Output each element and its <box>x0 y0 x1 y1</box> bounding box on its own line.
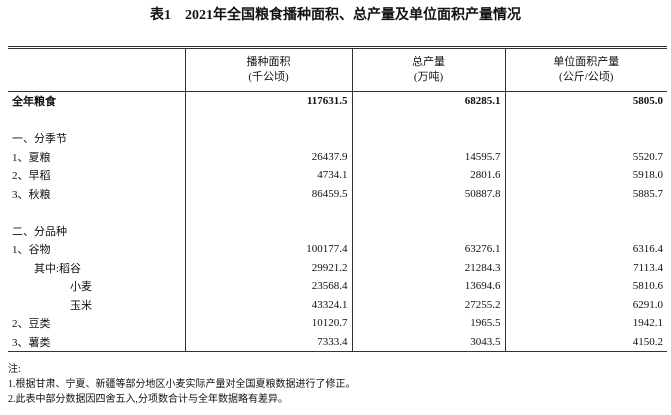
row-label: 一、分季节 <box>12 133 67 146</box>
header-unit: (万吨) <box>413 71 444 83</box>
cell <box>8 111 185 130</box>
cell: 13694.6 <box>351 277 505 296</box>
row-label: 小麦 <box>70 281 92 294</box>
header-unit: (千公顷) <box>248 71 289 83</box>
cell: 4734.1 <box>184 166 352 185</box>
header-row: 播种面积 (千公顷) 总产量 (万吨) 单位面积产量 (公斤/公顷) <box>8 47 667 92</box>
cell <box>184 110 352 129</box>
header-cell: 单位面积产量 (公斤/公顷) <box>504 47 667 92</box>
row: 1、夏粮 26437.9 14595.7 5520.7 <box>8 147 667 166</box>
header-text: 总产量 <box>412 56 445 68</box>
row-label: 1、谷物 <box>12 244 51 257</box>
cell: 3043.5 <box>351 332 505 352</box>
cell: 5810.6 <box>504 277 667 296</box>
table: 播种面积 (千公顷) 总产量 (万吨) 单位面积产量 (公斤/公顷) 全年粮食 1176… <box>8 46 667 352</box>
notes: 注: 1.根据甘肃、宁夏、新疆等部分地区小麦实际产量对全国夏粮数据进行了修正。 … <box>8 362 356 407</box>
row-label: 二、分品种 <box>12 225 67 238</box>
header-unit: (公斤/公顷) <box>559 71 614 83</box>
cell: 7333.4 <box>184 332 352 352</box>
cell: 2801.6 <box>351 166 505 185</box>
cell: 5805.0 <box>504 91 667 111</box>
cell: 27255.2 <box>351 295 505 314</box>
cell <box>351 110 505 129</box>
cell: 1965.5 <box>351 314 505 333</box>
header-text: 单位面积产量 <box>553 56 620 68</box>
cell: 7113.4 <box>504 258 667 277</box>
cell <box>351 203 505 222</box>
cell: 5885.7 <box>504 184 667 203</box>
row-label: 1、夏粮 <box>12 151 51 164</box>
row: 2、早稻 4734.1 2801.6 5918.0 <box>8 166 667 185</box>
row-label: 全年粮食 <box>12 96 56 109</box>
cell: 117631.5 <box>184 91 352 111</box>
row-label: 3、秋粮 <box>12 188 51 201</box>
spacer-row <box>8 110 667 130</box>
cell: 26437.9 <box>184 147 352 166</box>
row: 玉米 43324.1 27255.2 6291.0 <box>8 295 667 314</box>
cell: 6316.4 <box>504 240 667 259</box>
cell: 21284.3 <box>351 258 505 277</box>
row: 小麦 23568.4 13694.6 5810.6 <box>8 277 667 296</box>
cell: 4150.2 <box>504 332 667 352</box>
cell: 86459.5 <box>184 184 352 203</box>
note: 1.根据甘肃、宁夏、新疆等部分地区小麦实际产量对全国夏粮数据进行了修正。 <box>8 379 356 390</box>
cell: 50887.8 <box>351 184 505 203</box>
row-label: 2、豆类 <box>12 318 51 331</box>
header-text: 播种面积 <box>246 56 291 68</box>
row-label: 3、薯类 <box>12 336 51 349</box>
row: 1、谷物 100177.4 63276.1 6316.4 <box>8 240 667 259</box>
cell: 1942.1 <box>504 314 667 333</box>
cell <box>184 203 352 222</box>
cell <box>8 203 185 222</box>
cell: 14595.7 <box>351 147 505 166</box>
cell: 5918.0 <box>504 166 667 185</box>
row: 二、分品种 <box>8 221 667 240</box>
cell: 10120.7 <box>184 314 352 333</box>
row: 3、秋粮 86459.5 50887.8 5885.7 <box>8 184 667 203</box>
title: 表1 2021年全国粮食播种面积、总产量及单位面积产量情况 <box>150 8 521 23</box>
cell <box>504 110 667 129</box>
cell: 29921.2 <box>184 258 352 277</box>
cell: 5520.7 <box>504 147 667 166</box>
cell: 63276.1 <box>351 240 505 259</box>
cell <box>351 129 505 148</box>
row: 其中:稻谷 29921.2 21284.3 7113.4 <box>8 258 667 277</box>
spacer-row <box>8 203 667 222</box>
cell <box>351 221 505 240</box>
header-cell: 播种面积 (千公顷) <box>184 47 352 92</box>
note: 注: <box>8 364 21 375</box>
cell: 100177.4 <box>184 240 352 259</box>
cell: 43324.1 <box>184 295 352 314</box>
row: 一、分季节 <box>8 129 667 148</box>
cell <box>504 203 667 222</box>
cell: 68285.1 <box>351 91 505 111</box>
row-label: 2、早稻 <box>12 170 51 183</box>
cell <box>184 129 352 148</box>
note: 2.此表中部分数据因四舍五入,分项数合计与全年数据略有差异。 <box>8 394 288 405</box>
row: 2、豆类 10120.7 1965.5 1942.1 <box>8 314 667 333</box>
cell <box>184 221 352 240</box>
row: 全年粮食 117631.5 68285.1 5805.0 <box>8 91 667 111</box>
row-label: 其中:稻谷 <box>34 262 82 275</box>
cell: 6291.0 <box>504 295 667 314</box>
header-cell: 总产量 (万吨) <box>351 47 505 92</box>
row-label: 玉米 <box>70 299 92 312</box>
row: 3、薯类 7333.4 3043.5 4150.2 <box>8 332 667 352</box>
cell <box>504 129 667 148</box>
cell <box>504 221 667 240</box>
cell: 23568.4 <box>184 277 352 296</box>
